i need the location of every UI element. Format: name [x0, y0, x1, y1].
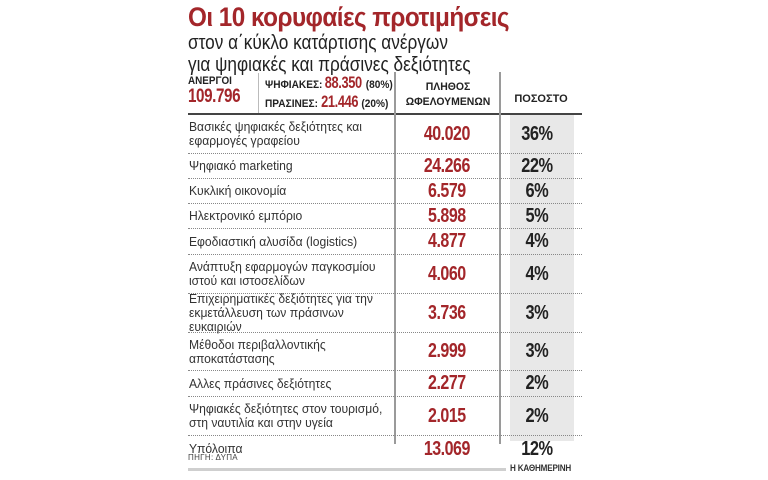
row-pct: 4%	[525, 230, 549, 252]
row-label: Μέθοδοι περιβαλλοντικής αποκατάστασης	[188, 337, 326, 366]
unemployed-summary: ΑΝΕΡΓΟΙ 109.796	[188, 75, 258, 107]
footer-rule	[188, 468, 506, 471]
row-count: 2.015	[428, 404, 467, 427]
table-row: Ψηφιακές δεξιότητες στον τουρισμό, στη ν…	[188, 397, 582, 436]
table-row: Ανάπτυξη εφαρμογών παγκοσμίου ιστού και …	[188, 255, 582, 294]
row-pct: 22%	[521, 154, 553, 177]
row-pct: 3%	[525, 301, 549, 324]
row-pct: 12%	[521, 438, 553, 460]
row-label: Αλλες πράσινες δεξιότητες	[188, 376, 332, 391]
row-label: Υπόλοιπα	[188, 442, 243, 456]
row-pct: 5%	[525, 204, 549, 227]
table-row: Αλλες πράσινες δεξιότητες 2.277 2%	[188, 371, 582, 397]
header-divider	[258, 73, 259, 113]
row-count: 40.020	[424, 122, 471, 145]
page-title: Οι 10 κορυφαίες προτιμήσεις	[188, 2, 510, 32]
row-pct: 36%	[521, 122, 553, 145]
row-count: 24.266	[424, 154, 471, 177]
unemployed-label: ΑΝΕΡΓΟΙ	[188, 75, 232, 87]
row-count: 2.277	[428, 372, 467, 394]
digital-pct: (80%)	[365, 79, 393, 91]
percentage-column-bg	[510, 115, 574, 441]
column-header-line2: ΩΦΕΛΟΥΜΕΝΩΝ	[405, 96, 491, 108]
row-pct: 2%	[525, 404, 549, 427]
column-header-beneficiaries: ΠΛΗΘΟΣ ΩΦΕΛΟΥΜΕΝΩΝ	[399, 73, 498, 110]
row-label: Ανάπτυξη εφαρμογών παγκοσμίου ιστού και …	[188, 260, 376, 288]
table-row: Ψηφιακό marketing 24.266 22%	[188, 154, 582, 179]
table-row: Υπόλοιπα 13.069 12%	[188, 436, 582, 468]
row-pct: 3%	[525, 340, 549, 362]
table-row: Εφοδιαστική αλυσίδα (logistics) 4.877 4%	[188, 229, 582, 255]
table-row: Μέθοδοι περιβαλλοντικής αποκατάστασης 2.…	[188, 333, 582, 371]
subtitle-line-1: στον α΄κύκλο κατάρτισης ανέργων	[188, 32, 448, 54]
unemployed-value: 109.796	[188, 86, 241, 107]
infographic: Οι 10 κορυφαίες προτιμήσεις στον α΄κύκλο…	[188, 0, 582, 473]
row-count: 6.579	[428, 179, 467, 202]
column-header-percentage: ΠΟΣΟΣΤΟ	[514, 93, 568, 105]
subtitle-line-2: για ψηφιακές και πράσινες δεξιότητες	[188, 54, 471, 76]
row-pct: 2%	[525, 372, 549, 394]
row-label: Βασικές ψηφιακές δεξιότητες και εφαρμογέ…	[188, 120, 362, 148]
digital-label: ΨΗΦΙΑΚΕΣ:	[265, 79, 323, 91]
green-pct: (20%)	[361, 98, 389, 110]
row-count: 3.736	[428, 301, 467, 324]
split-summary: ΨΗΦΙΑΚΕΣ: 88.350 (80%) ΠΡΑΣΙΝΕΣ: 21.446 …	[265, 73, 405, 111]
green-value: 21.446	[320, 92, 358, 111]
column-divider-2	[499, 72, 501, 444]
row-count: 4.877	[428, 230, 467, 252]
row-label: Επιχειρηματικές δεξιότητες για την εκμετ…	[188, 292, 373, 334]
publisher-logo: Η ΚΑΘΗΜΕΡΙΝΗ	[510, 463, 572, 473]
row-label: Ψηφιακό marketing	[188, 159, 293, 173]
digital-value: 88.350	[325, 73, 363, 92]
row-pct: 6%	[525, 179, 549, 202]
row-label: Εφοδιαστική αλυσίδα (logistics)	[188, 234, 358, 249]
table-header: ΑΝΕΡΓΟΙ 109.796 ΨΗΦΙΑΚΕΣ: 88.350 (80%) Π…	[188, 73, 582, 115]
row-pct: 4%	[525, 262, 549, 285]
row-label: Ηλεκτρονικό εμπόριο	[188, 209, 303, 223]
column-header-line1: ΠΛΗΘΟΣ	[425, 81, 471, 93]
column-divider-1	[394, 72, 396, 444]
row-count: 4.060	[428, 262, 467, 285]
table-row: Επιχειρηματικές δεξιότητες για την εκμετ…	[188, 292, 582, 334]
source-note: ΠΗΓΗ: ΔΥΠΑ	[188, 453, 238, 462]
row-count: 2.999	[428, 340, 467, 362]
row-label: Κυκλική οικονομία	[188, 184, 287, 198]
table-row: Ηλεκτρονικό εμπόριο 5.898 5%	[188, 204, 582, 229]
green-label: ΠΡΑΣΙΝΕΣ:	[265, 98, 319, 110]
row-label: Ψηφιακές δεξιότητες στον τουρισμό, στη ν…	[188, 402, 383, 430]
row-count: 5.898	[428, 204, 467, 227]
data-table: Βασικές ψηφιακές δεξιότητες και εφαρμογέ…	[188, 115, 582, 468]
table-row: Κυκλική οικονομία 6.579 6%	[188, 179, 582, 204]
table-row: Βασικές ψηφιακές δεξιότητες και εφαρμογέ…	[188, 115, 582, 154]
row-count: 13.069	[424, 438, 471, 460]
